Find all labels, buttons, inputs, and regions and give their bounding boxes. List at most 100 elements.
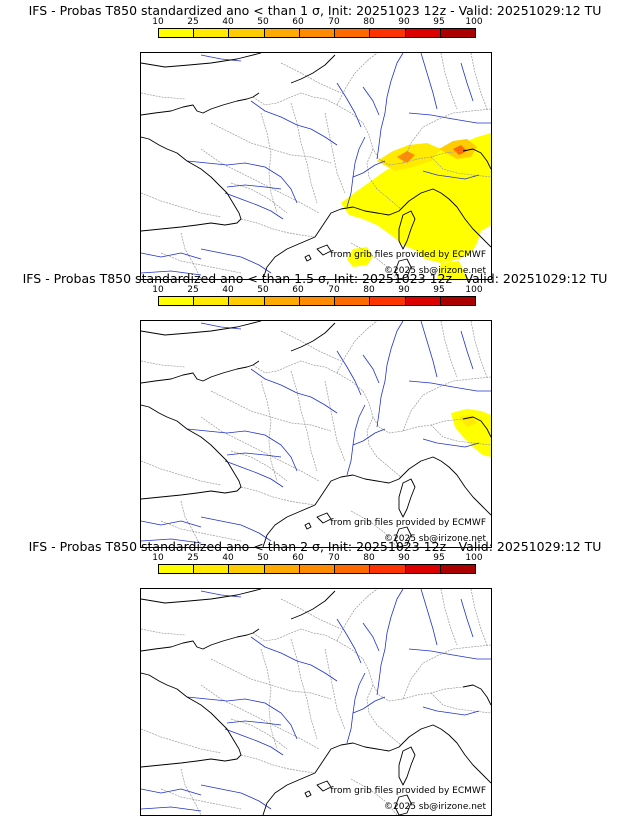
admin-border xyxy=(440,589,458,646)
legend-tick-label: 80 xyxy=(363,17,375,27)
anomaly-region-amber xyxy=(459,415,477,427)
admin-border xyxy=(260,380,278,482)
legend-swatch xyxy=(299,297,336,305)
legend-swatch xyxy=(370,297,406,305)
admin-border xyxy=(324,648,346,730)
legend-swatch xyxy=(264,565,300,573)
anomaly-region-yellow xyxy=(341,133,491,263)
admin-border xyxy=(290,638,318,740)
map-svg xyxy=(141,53,491,279)
legend-swatch xyxy=(194,565,230,573)
river xyxy=(362,622,380,652)
credit-copyright: ©2025 sb@irizone.net xyxy=(384,534,486,544)
admin-border xyxy=(230,450,288,482)
legend-swatch xyxy=(370,565,406,573)
legend-tick-label: 40 xyxy=(222,17,234,27)
admin-border xyxy=(280,62,342,94)
river xyxy=(346,672,366,744)
river xyxy=(250,100,338,146)
admin-border xyxy=(350,778,398,815)
legend-tick-label: 50 xyxy=(257,17,269,27)
legend-swatch xyxy=(335,565,371,573)
admin-border xyxy=(200,416,320,482)
admin-border xyxy=(290,370,318,472)
legend-swatch xyxy=(229,565,265,573)
admin-border xyxy=(141,460,222,486)
coastline xyxy=(262,772,316,815)
coastline xyxy=(141,404,242,500)
admin-border xyxy=(430,424,491,446)
legend-tick-label: 100 xyxy=(465,17,483,27)
island-coastline xyxy=(394,526,412,547)
color-legend xyxy=(158,296,476,306)
admin-border xyxy=(210,390,332,432)
admin-border xyxy=(336,321,378,374)
river xyxy=(336,82,362,128)
legend-tick-label: 40 xyxy=(222,285,234,295)
legend-tick-label: 90 xyxy=(398,17,410,27)
admin-border xyxy=(141,360,186,368)
coastline xyxy=(440,460,491,516)
admin-border xyxy=(160,788,242,810)
coastline xyxy=(290,54,336,84)
legend-tick-label: 10 xyxy=(152,285,164,295)
river xyxy=(224,460,284,488)
river xyxy=(422,438,480,448)
admin-border xyxy=(470,589,488,646)
legend-tick-label: 10 xyxy=(152,553,164,563)
admin-border xyxy=(141,728,222,754)
map-frame: from grib files provided by ECMWF ©2025 … xyxy=(140,588,492,816)
legend-tick-label: 100 xyxy=(465,285,483,295)
legend-swatch xyxy=(159,29,195,37)
island-coastline xyxy=(304,254,312,262)
admin-border xyxy=(200,684,320,750)
river xyxy=(224,192,284,220)
admin-border xyxy=(200,148,320,214)
admin-border xyxy=(280,598,342,630)
panel-2: IFS - Probas T850 standardized ano < tha… xyxy=(0,272,630,548)
coastline xyxy=(314,188,442,238)
river xyxy=(460,62,474,102)
coastline xyxy=(314,724,442,774)
river xyxy=(460,598,474,638)
island-coastline xyxy=(394,258,412,279)
legend-swatch xyxy=(405,297,441,305)
legend-swatch xyxy=(159,565,195,573)
legend-swatch xyxy=(440,565,475,573)
legend-labels: 10 25 40 50 60 70 80 90 95 100 xyxy=(152,285,482,295)
admin-border xyxy=(260,648,278,750)
legend-tick-label: 40 xyxy=(222,553,234,563)
legend-tick-label: 25 xyxy=(187,17,199,27)
legend-swatch xyxy=(405,565,441,573)
legend-swatch xyxy=(264,297,300,305)
island-coastline xyxy=(398,746,416,786)
coastline xyxy=(141,321,262,336)
river xyxy=(224,728,284,756)
admin-border xyxy=(350,510,398,547)
river xyxy=(346,136,366,208)
map-svg xyxy=(141,321,491,547)
river xyxy=(141,538,202,544)
river xyxy=(250,368,338,414)
river xyxy=(362,354,380,384)
river xyxy=(460,330,474,370)
river xyxy=(250,636,338,682)
river xyxy=(200,784,272,810)
map-frame: from grib files provided by ECMWF ©2025 … xyxy=(140,52,492,280)
legend-swatch xyxy=(440,29,475,37)
river xyxy=(352,696,386,714)
river xyxy=(141,520,202,528)
coastline xyxy=(141,589,262,604)
admin-border xyxy=(260,112,278,214)
legend-tick-label: 90 xyxy=(398,285,410,295)
anomaly-region-red xyxy=(453,145,467,155)
admin-border xyxy=(141,92,186,100)
island-coastline xyxy=(398,210,416,250)
admin-border xyxy=(402,108,491,164)
river xyxy=(186,160,298,204)
legend-tick-label: 10 xyxy=(152,17,164,27)
coastline xyxy=(262,236,316,279)
admin-border xyxy=(230,718,288,750)
admin-border xyxy=(366,684,402,746)
admin-border xyxy=(366,416,402,478)
